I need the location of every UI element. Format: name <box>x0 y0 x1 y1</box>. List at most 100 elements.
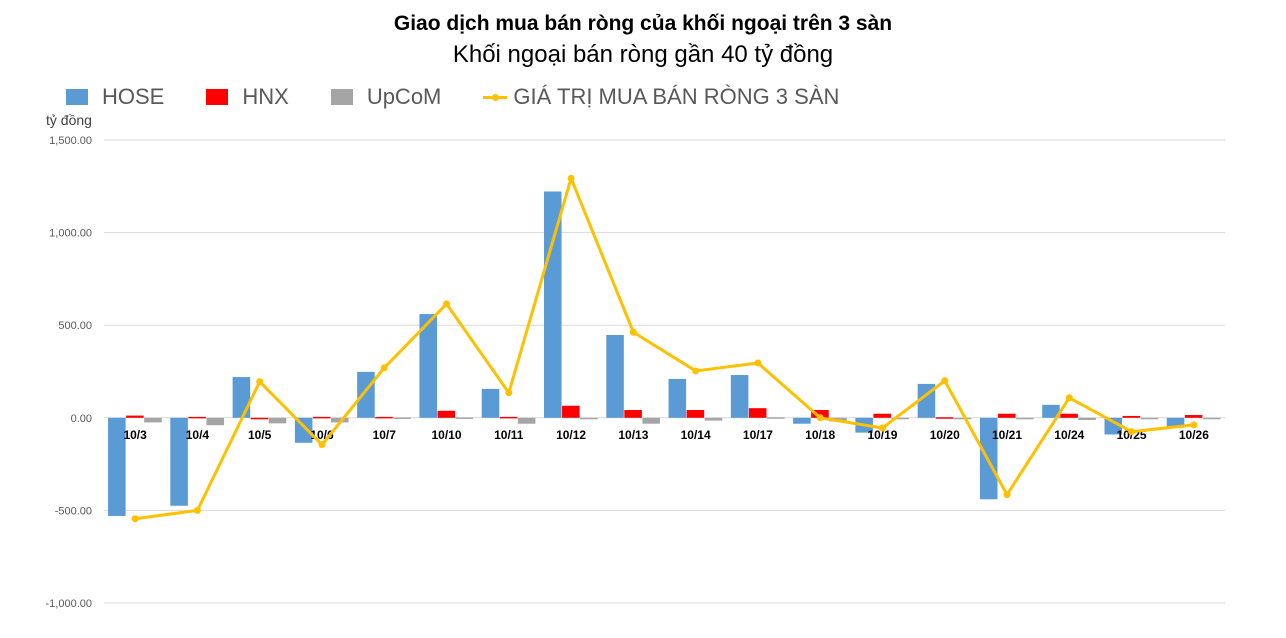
bar-upcom <box>517 417 536 424</box>
bar-hose <box>294 417 313 443</box>
bar-hose <box>419 314 437 418</box>
legend-label: HNX <box>242 84 289 109</box>
bar-hnx <box>748 408 767 418</box>
x-tick-label: 10/17 <box>743 428 773 442</box>
bar-hose <box>1042 404 1060 418</box>
line-point <box>318 441 326 449</box>
x-tick-label: 10/19 <box>867 428 897 442</box>
line-point <box>1003 491 1011 499</box>
y-tick-label: 1,500.00 <box>49 135 92 147</box>
line-point <box>1065 394 1073 402</box>
x-tick-label: 10/11 <box>494 428 524 442</box>
bar-upcom <box>642 417 660 424</box>
y-tick-label: 0.00 <box>71 413 92 425</box>
bar-upcom <box>455 417 474 419</box>
line-point <box>443 300 451 308</box>
line-point <box>505 389 513 397</box>
line-point <box>816 414 824 422</box>
bar-hnx <box>624 410 642 418</box>
x-tick-label: 10/24 <box>1054 428 1084 442</box>
x-tick-label: 10/14 <box>681 428 711 442</box>
x-tick-label: 10/10 <box>432 428 462 442</box>
line-point <box>1128 428 1136 436</box>
bar-upcom <box>580 417 598 420</box>
legend-item-hose: HOSE <box>66 84 164 110</box>
y-tick-label: -1,000.00 <box>46 598 92 610</box>
line-point <box>256 378 264 386</box>
bar-upcom <box>953 417 972 420</box>
bar-hnx <box>935 417 954 419</box>
bar-hnx <box>375 416 393 419</box>
bar-upcom <box>1202 417 1221 420</box>
bar-hose <box>668 378 687 418</box>
hnx-swatch-icon <box>206 89 229 105</box>
bar-hnx <box>499 416 518 419</box>
legend-item-hnx: HNX <box>206 84 289 110</box>
bar-hose <box>730 375 749 418</box>
line-point <box>380 364 388 372</box>
x-tick-label: 10/21 <box>992 428 1022 442</box>
bar-hose <box>793 417 811 424</box>
line-point <box>131 515 139 523</box>
bar-upcom <box>1016 417 1034 420</box>
line-point <box>754 359 762 367</box>
line-point <box>567 174 575 182</box>
hose-swatch-icon <box>66 89 88 105</box>
x-tick-label: 10/18 <box>805 428 835 442</box>
bar-hnx <box>1122 415 1141 418</box>
x-tick-label: 10/4 <box>186 428 210 442</box>
bar-hose <box>232 377 251 418</box>
bar-hnx <box>686 410 705 418</box>
line-point <box>1190 421 1198 429</box>
line-point <box>692 367 700 375</box>
upcom-swatch-icon <box>330 89 353 105</box>
bar-upcom <box>1140 417 1159 420</box>
bar-hnx <box>1060 413 1078 418</box>
bar-hnx <box>873 413 892 418</box>
bar-upcom <box>393 417 411 419</box>
bar-hose <box>108 417 126 516</box>
x-tick-label: 10/7 <box>373 428 397 442</box>
x-tick-label: 10/5 <box>248 428 272 442</box>
bar-hose <box>1166 417 1185 428</box>
bar-hose <box>1104 417 1123 435</box>
bar-hnx <box>126 415 144 418</box>
bar-hose <box>170 417 188 506</box>
x-tick-label: 10/26 <box>1179 428 1209 442</box>
y-tick-label: 500.00 <box>58 320 92 332</box>
bar-upcom <box>206 417 225 426</box>
line-point <box>941 377 949 385</box>
bar-hnx <box>250 417 269 420</box>
bar-hnx <box>1184 415 1203 418</box>
legend-item-upcom: UpCoM <box>330 84 442 110</box>
legend-label: HOSE <box>102 84 165 109</box>
x-tick-label: 10/20 <box>930 428 960 442</box>
bar-upcom <box>268 417 287 424</box>
line-point <box>193 506 201 514</box>
bar-upcom <box>331 417 349 423</box>
y-tick-label: 1,000.00 <box>49 228 92 240</box>
bar-hnx <box>997 413 1016 418</box>
bar-hose <box>481 388 500 418</box>
legend-label: GIÁ TRỊ MUA BÁN RÒNG 3 SÀN <box>513 84 840 109</box>
bar-upcom <box>144 417 162 423</box>
legend-label: UpCoM <box>366 84 442 109</box>
bar-hnx <box>312 416 331 419</box>
x-tick-label: 10/12 <box>556 428 586 442</box>
bar-hose <box>357 371 375 418</box>
total-line <box>134 176 1195 521</box>
bar-hose <box>543 191 562 418</box>
line-marker-icon <box>483 93 508 101</box>
line-point <box>629 328 637 336</box>
y-tick-label: -500.00 <box>55 505 92 517</box>
bar-upcom <box>704 417 723 421</box>
chart-subtitle: Khối ngoại bán ròng gần 40 tỷ đồng <box>452 41 834 68</box>
y-axis-unit: tỷ đồng <box>46 112 92 128</box>
bar-hnx <box>437 410 456 418</box>
bar-hnx <box>811 410 829 418</box>
x-tick-label: 10/3 <box>123 428 147 442</box>
x-tick-label: 10/13 <box>618 428 648 442</box>
bar-hose <box>606 335 624 418</box>
line-point <box>878 424 886 432</box>
